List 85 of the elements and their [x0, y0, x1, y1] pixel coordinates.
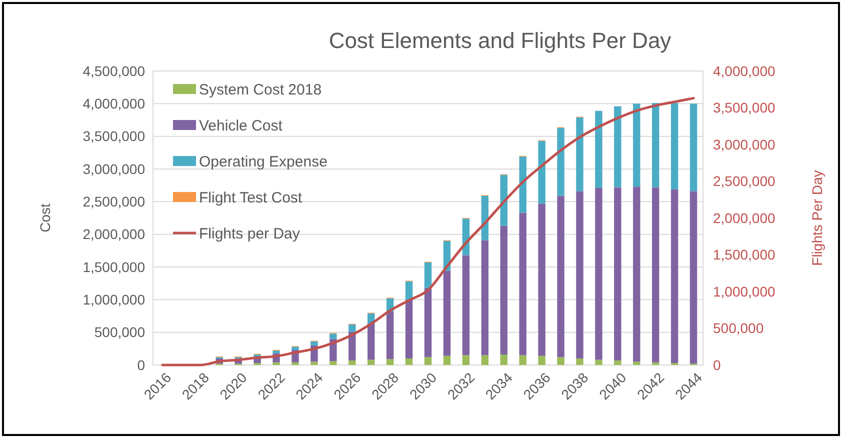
bar — [652, 362, 660, 365]
bar — [481, 355, 488, 365]
legend-label: System Cost 2018 — [199, 81, 322, 98]
bar — [272, 362, 280, 365]
bar — [595, 360, 602, 365]
y-axis-title: Cost — [37, 204, 53, 232]
bar — [557, 128, 564, 196]
bar — [368, 360, 375, 365]
bar — [405, 358, 413, 365]
bar — [462, 355, 470, 365]
y-tick-label: 2,500,000 — [82, 194, 146, 210]
bar — [595, 188, 602, 360]
bar — [348, 324, 356, 332]
bar — [462, 255, 470, 356]
bar — [690, 191, 698, 364]
bar — [557, 196, 564, 358]
bar — [670, 103, 678, 190]
bar — [368, 323, 375, 360]
bar — [538, 356, 546, 365]
bar — [330, 361, 337, 365]
bar — [538, 204, 546, 356]
bar — [690, 104, 698, 192]
bar — [614, 187, 622, 360]
y-tick-label: 4,000,000 — [82, 96, 146, 112]
bar — [633, 362, 640, 365]
bar — [614, 360, 622, 365]
bar — [424, 288, 432, 358]
bar — [519, 156, 526, 213]
y-tick-label: 4,500,000 — [82, 62, 146, 79]
bar — [292, 362, 299, 365]
bar — [633, 104, 640, 187]
bar — [292, 346, 299, 350]
bar — [595, 110, 602, 188]
bar — [386, 311, 394, 360]
y-tick-label: 1,000,000 — [82, 292, 146, 308]
y2-axis-title: Flights Per Day — [809, 170, 825, 266]
y2-tick-label: 3,500,000 — [713, 100, 776, 116]
bar — [424, 357, 432, 365]
chart-title: Cost Elements and Flights Per Day — [328, 28, 672, 53]
bar — [652, 103, 660, 188]
bar — [405, 281, 413, 300]
bar — [538, 140, 546, 204]
legend-label: Vehicle Cost — [199, 117, 284, 134]
bar — [443, 270, 451, 356]
bar — [633, 186, 640, 362]
bar — [386, 359, 394, 365]
bar — [576, 358, 584, 365]
y2-tick-label: 2,500,000 — [713, 173, 776, 190]
bar — [576, 117, 584, 192]
y-tick-label: 0 — [137, 356, 146, 373]
bar — [310, 362, 318, 365]
legend-label: Flights per Day — [199, 225, 300, 242]
legend-label: Flight Test Cost — [199, 189, 303, 206]
bar — [272, 350, 280, 354]
bar — [519, 355, 526, 365]
y-tick-label: 2,000,000 — [82, 226, 146, 242]
bar — [500, 174, 508, 226]
bar — [330, 334, 337, 339]
y2-tick-label: 4,000,000 — [713, 62, 776, 79]
bar — [652, 187, 660, 362]
line-series — [161, 96, 695, 366]
bar — [576, 191, 584, 358]
bar — [405, 300, 413, 358]
y2-tick-label: 1,500,000 — [713, 246, 776, 263]
y2-tick-label: 0 — [713, 356, 721, 373]
y-tick-label: 500,000 — [94, 324, 146, 340]
bar — [614, 106, 622, 188]
bar — [481, 240, 488, 356]
y2-tick-label: 500,000 — [713, 320, 764, 336]
y-tick-label: 1,500,000 — [82, 258, 146, 275]
bar — [310, 341, 318, 346]
bar — [670, 189, 678, 364]
bar — [519, 212, 526, 356]
bar — [500, 226, 508, 355]
bar — [500, 354, 508, 365]
y2-tick-label: 3,000,000 — [713, 136, 776, 152]
y-tick-label: 3,500,000 — [82, 128, 146, 144]
y2-tick-label: 2,000,000 — [713, 210, 776, 226]
bar — [424, 262, 432, 288]
y-tick-label: 3,000,000 — [82, 160, 146, 177]
bar — [557, 357, 564, 365]
bar — [348, 360, 356, 365]
legend-label: Operating Expense — [199, 153, 328, 170]
bar — [443, 356, 451, 365]
y2-tick-label: 1,000,000 — [713, 283, 776, 300]
